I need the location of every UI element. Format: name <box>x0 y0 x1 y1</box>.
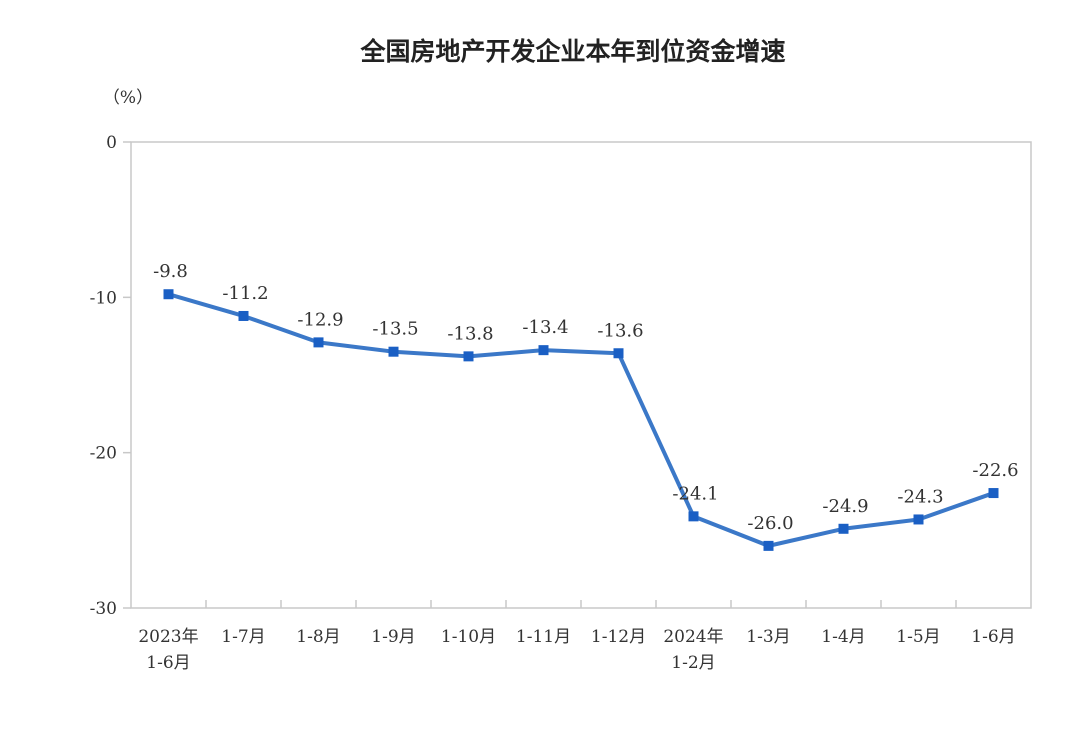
data-point-marker <box>613 348 624 359</box>
data-point-marker <box>913 514 924 525</box>
data-label: -9.8 <box>153 261 188 282</box>
data-point-marker <box>688 511 699 522</box>
data-label: -13.6 <box>597 320 643 341</box>
y-tick-label: -30 <box>90 599 117 619</box>
data-label: -13.5 <box>372 319 418 340</box>
y-tick-label: -20 <box>90 444 117 464</box>
x-tick-label: 2023年 <box>138 627 198 647</box>
data-point-marker <box>238 310 249 321</box>
data-label: -13.8 <box>447 323 493 344</box>
data-label: -22.6 <box>972 460 1018 481</box>
x-tick-label: 1-4月 <box>821 627 865 647</box>
data-label: -24.1 <box>672 483 718 504</box>
x-tick-label: 2024年 <box>663 627 723 647</box>
x-tick-label: 1-8月 <box>296 627 340 647</box>
x-tick-label: 1-9月 <box>371 627 415 647</box>
data-point-marker <box>313 337 324 348</box>
data-label: -24.9 <box>822 496 868 517</box>
x-tick-label: 1-5月 <box>896 627 940 647</box>
data-point-marker <box>988 488 999 499</box>
y-axis-unit: （%） <box>103 88 153 108</box>
data-point-marker <box>163 289 174 300</box>
data-point-marker <box>463 351 474 362</box>
data-point-marker <box>538 345 549 356</box>
x-tick-label: 1-12月 <box>591 627 646 647</box>
y-tick-label: 0 <box>106 133 117 153</box>
data-point-marker <box>838 523 849 534</box>
data-label: -12.9 <box>297 309 343 330</box>
x-tick-label: 1-3月 <box>746 627 790 647</box>
chart-title: 全国房地产开发企业本年到位资金增速 <box>359 37 785 66</box>
x-tick-label: 1-7月 <box>221 627 265 647</box>
y-tick-label: -10 <box>90 288 117 308</box>
plot-frame <box>130 141 1032 609</box>
series-line <box>167 292 995 548</box>
data-label: -24.3 <box>897 486 943 507</box>
data-point-marker <box>388 346 399 357</box>
x-tick-label: 1-2月 <box>671 653 715 673</box>
x-tick-label: 1-11月 <box>516 627 571 647</box>
x-tick-label: 1-6月 <box>971 627 1015 647</box>
data-label: -13.4 <box>522 317 568 338</box>
x-tick-label: 1-10月 <box>441 627 496 647</box>
data-point-marker <box>763 540 774 551</box>
x-tick-label: 1-6月 <box>146 653 190 673</box>
data-label: -11.2 <box>222 283 268 304</box>
data-label: -26.0 <box>747 513 793 534</box>
